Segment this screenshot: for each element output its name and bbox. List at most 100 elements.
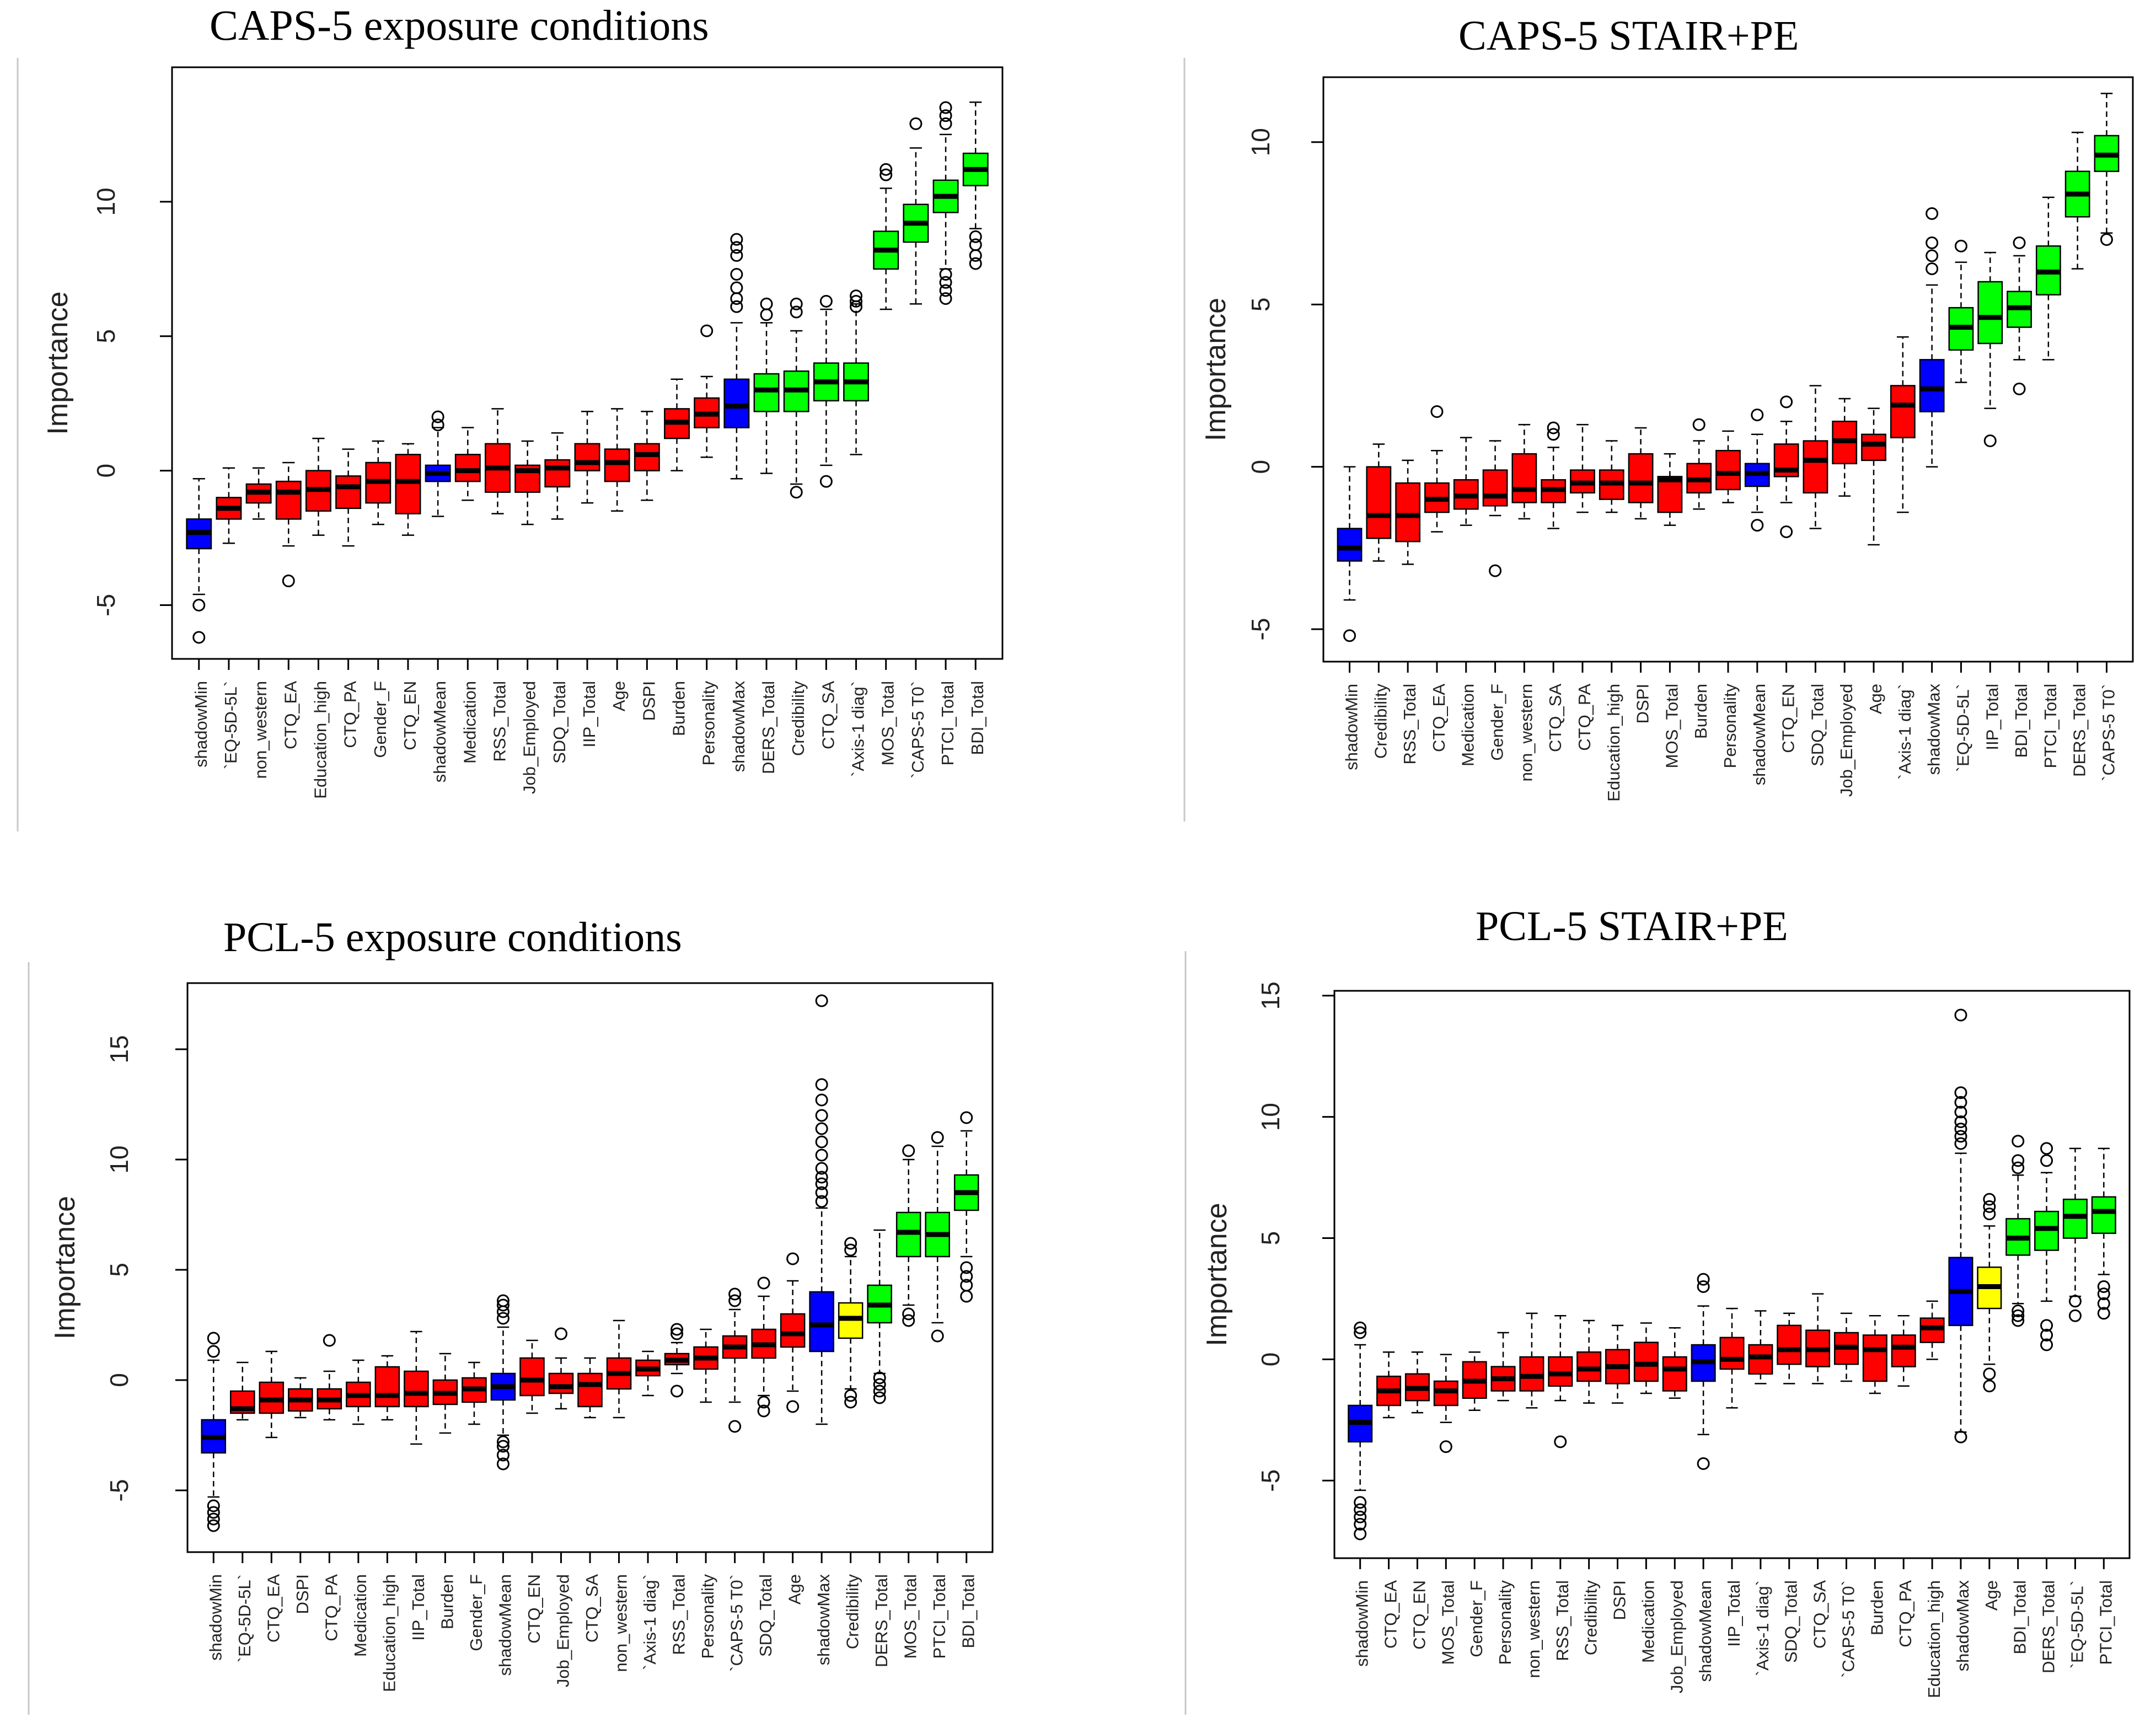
box-medication bbox=[1633, 1322, 1659, 1394]
x-tick-label: PTCI_Total bbox=[938, 681, 957, 765]
x-tick-label: IIP_Total bbox=[409, 1574, 428, 1641]
x-tick-label: Education_high bbox=[1604, 684, 1623, 802]
x-tick-label: Gender_F bbox=[1467, 1580, 1486, 1657]
x-tick-label: shadowMax bbox=[814, 1574, 833, 1666]
outlier-point bbox=[815, 1109, 828, 1122]
box-personality bbox=[1490, 1332, 1516, 1402]
x-tick-label: SDQ_Total bbox=[1782, 1580, 1801, 1663]
outlier-point bbox=[960, 1290, 973, 1303]
y-axis-label: Importance bbox=[1200, 298, 1232, 441]
x-tick-label: PTCI_Total bbox=[2096, 1580, 2115, 1665]
box-ctq-sa bbox=[577, 1357, 603, 1419]
box-shadowmax bbox=[723, 233, 750, 480]
box-ctq-en bbox=[1773, 395, 1799, 538]
box-eq-5d-5l bbox=[230, 1361, 255, 1421]
outlier-point bbox=[496, 1457, 509, 1471]
box-ders-total bbox=[2064, 131, 2090, 270]
box-iip-total bbox=[1719, 1307, 1745, 1409]
outlier-point bbox=[960, 1261, 973, 1274]
box-body bbox=[1977, 281, 2003, 345]
x-tick-label: SDQ_Total bbox=[756, 1574, 775, 1657]
y-tick-label: -5 bbox=[1246, 618, 1275, 641]
outlier-point bbox=[1354, 1321, 1367, 1334]
outlier-point bbox=[1354, 1517, 1367, 1531]
x-tick-label: DSPI bbox=[1610, 1580, 1629, 1620]
outlier-point bbox=[207, 1345, 220, 1358]
box-caps-5-t0 bbox=[722, 1287, 748, 1433]
x-tick-label: Gender_F bbox=[1488, 684, 1507, 761]
box-shadowmax bbox=[1948, 1008, 1973, 1443]
box-body bbox=[544, 459, 571, 488]
box-gender-f bbox=[462, 1361, 487, 1425]
x-tick-label: SDQ_Total bbox=[550, 681, 569, 764]
x-tick-label: Job_Employed bbox=[553, 1574, 572, 1687]
box-sdq-total bbox=[544, 432, 571, 520]
outlier-point bbox=[323, 1334, 336, 1347]
outlier-point bbox=[2040, 1338, 2053, 1351]
outlier-point bbox=[1926, 236, 1939, 249]
x-tick-label: CTQ_EN bbox=[1409, 1580, 1429, 1650]
outlier-point bbox=[850, 300, 863, 313]
chart-title: CAPS-5 STAIR+PE bbox=[1458, 13, 1799, 59]
box-dspi bbox=[1628, 427, 1654, 520]
outlier-point bbox=[757, 1396, 770, 1409]
box-ctq-pa bbox=[1570, 423, 1595, 513]
outlier-point bbox=[873, 1371, 886, 1384]
outlier-point bbox=[1697, 1457, 1710, 1470]
x-tick-label: CTQ_SA bbox=[1546, 684, 1565, 752]
x-tick-label: CTQ_EN bbox=[400, 681, 420, 750]
box-non-western bbox=[245, 467, 272, 520]
box-credibility bbox=[1366, 443, 1392, 562]
box-bdi-total bbox=[953, 1111, 979, 1303]
box-bdi-total bbox=[962, 101, 989, 270]
box-mos-total bbox=[895, 1144, 921, 1327]
box-gender-f bbox=[365, 440, 391, 525]
x-tick-label: `EQ-5D-5L` bbox=[2067, 1580, 2087, 1668]
x-tick-label: CTQ_EA bbox=[281, 681, 300, 749]
x-tick-label: CTQ_SA bbox=[582, 1574, 602, 1643]
x-tick-label: Job_Employed bbox=[1837, 684, 1856, 797]
box-education-high bbox=[1919, 1300, 1945, 1360]
y-tick-label: 10 bbox=[1256, 1103, 1285, 1131]
outlier-point bbox=[1354, 1510, 1367, 1523]
box-mos-total bbox=[1657, 453, 1683, 526]
box-axis-1-diag bbox=[635, 1350, 661, 1397]
box-age bbox=[1977, 1193, 2002, 1393]
outlier-point bbox=[728, 1420, 742, 1433]
x-tick-label: MOS_Total bbox=[901, 1574, 920, 1659]
outlier-point bbox=[1751, 519, 1764, 532]
box-body bbox=[1715, 449, 1741, 491]
x-tick-label: DERS_Total bbox=[2039, 1580, 2058, 1673]
x-tick-label: BDI_Total bbox=[2012, 684, 2031, 758]
box-bdi-total bbox=[2005, 1135, 2031, 1327]
x-tick-label: shadowMin bbox=[191, 681, 211, 768]
box-caps-5-t0 bbox=[2094, 93, 2120, 246]
outlier-point bbox=[1547, 428, 1560, 441]
box-shadowmin bbox=[1348, 1321, 1373, 1541]
box-ptci-total bbox=[932, 101, 959, 305]
outlier-point bbox=[1692, 418, 1706, 431]
x-tick-label: Gender_F bbox=[371, 681, 390, 758]
box-body bbox=[577, 1372, 603, 1408]
outlier-point bbox=[2012, 1314, 2025, 1327]
outlier-point bbox=[939, 109, 952, 122]
box-gender-f bbox=[1462, 1351, 1487, 1412]
outlier-point bbox=[554, 1327, 567, 1340]
x-tick-label: shadowMean bbox=[1750, 684, 1769, 785]
box-sdq-total bbox=[1777, 1312, 1802, 1384]
outlier-point bbox=[671, 1327, 684, 1340]
box-body bbox=[1862, 1334, 1887, 1382]
outlier-point bbox=[786, 1400, 800, 1413]
y-tick-label: 5 bbox=[1256, 1231, 1285, 1246]
outlier-point bbox=[815, 1171, 828, 1184]
x-tick-label: shadowMin bbox=[1342, 684, 1361, 770]
outlier-point bbox=[1780, 525, 1793, 538]
box-body bbox=[1861, 433, 1886, 461]
x-tick-label: Education_high bbox=[1924, 1580, 1944, 1698]
box-ctq-sa bbox=[813, 294, 839, 488]
y-tick-label: 0 bbox=[92, 464, 120, 478]
x-tick-label: CTQ_EN bbox=[1779, 684, 1798, 753]
y-tick-label: 10 bbox=[92, 187, 120, 216]
x-tick-label: `Axis-1 diag` bbox=[1753, 1580, 1772, 1676]
x-tick-label: MOS_Total bbox=[878, 681, 898, 765]
